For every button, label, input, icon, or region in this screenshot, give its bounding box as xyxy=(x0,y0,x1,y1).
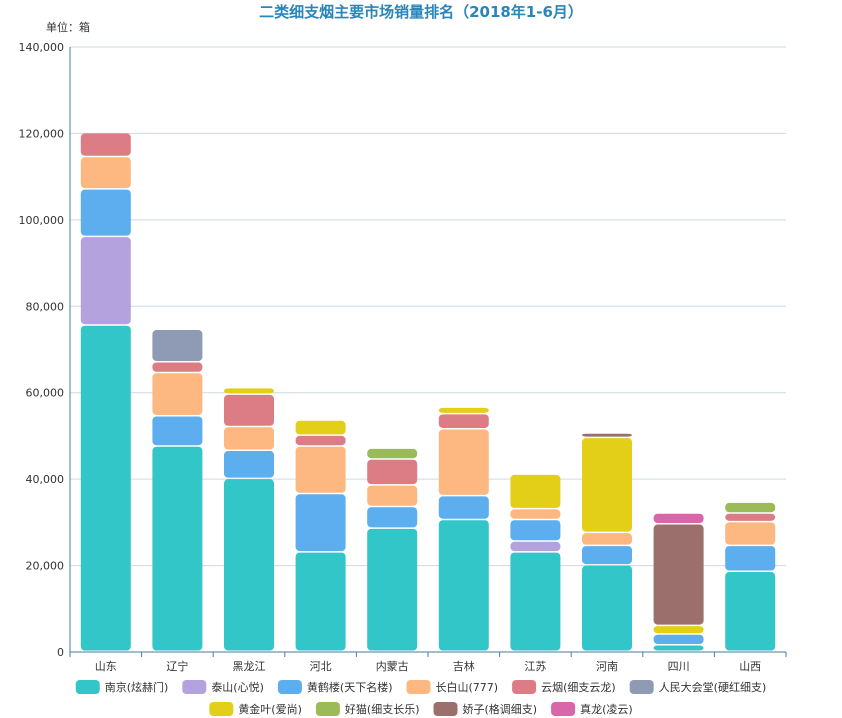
bar-segment xyxy=(438,407,489,413)
bar-segment xyxy=(224,394,274,426)
legend-swatch[interactable] xyxy=(75,680,100,694)
bars xyxy=(80,133,776,651)
bar-segment xyxy=(80,325,131,651)
bar-segment xyxy=(367,459,418,485)
x-tick-label: 河南 xyxy=(596,660,618,673)
bar-segment xyxy=(438,429,489,495)
bar-segment xyxy=(653,524,704,625)
bar-segment xyxy=(295,494,346,552)
legend-label[interactable]: 泰山(心悦) xyxy=(211,680,264,694)
bar-segment xyxy=(582,533,632,545)
unit-label: 单位：箱 xyxy=(46,20,90,34)
y-tick-label: 140,000 xyxy=(19,41,65,54)
y-tick-label: 80,000 xyxy=(26,300,65,313)
legend-label[interactable]: 真龙(凌云) xyxy=(580,702,633,716)
bar-segment xyxy=(224,388,274,394)
legend-label[interactable]: 人民大会堂(硬红细支) xyxy=(659,680,767,694)
bar-segment xyxy=(653,645,704,651)
legend-label[interactable]: 长白山(777) xyxy=(436,680,499,694)
legend-swatch[interactable] xyxy=(629,680,654,694)
legend-label[interactable]: 娇子(格调细支) xyxy=(463,702,538,716)
bar-segment xyxy=(510,520,561,541)
bar-segment xyxy=(152,373,203,415)
x-tick-label: 江苏 xyxy=(524,660,546,673)
bar-segment xyxy=(725,546,776,571)
y-tick-label: 100,000 xyxy=(19,214,65,227)
y-tick-label: 20,000 xyxy=(26,560,65,573)
bar-segment xyxy=(510,541,561,552)
bar-segment xyxy=(653,513,704,524)
bar-segment xyxy=(295,446,346,493)
axes xyxy=(69,47,787,657)
bar-segment xyxy=(725,502,776,513)
bar-segment xyxy=(295,420,346,435)
bar-segment xyxy=(438,496,489,519)
x-tick-label: 辽宁 xyxy=(166,659,188,673)
y-tick-label: 40,000 xyxy=(26,473,65,486)
bar-segment xyxy=(367,507,418,528)
x-tick-label: 黑龙江 xyxy=(233,660,266,673)
bar-segment xyxy=(295,552,346,651)
bar-segment xyxy=(582,546,632,565)
chart-title: 二类细支烟主要市场销量排名（2018年1-6月） xyxy=(259,3,583,21)
bar-segment xyxy=(510,474,561,508)
bar-segment xyxy=(367,485,418,506)
x-tick-label: 山西 xyxy=(739,660,761,673)
x-tick-label: 吉林 xyxy=(453,659,475,673)
legend-swatch[interactable] xyxy=(182,680,207,694)
bar-segment xyxy=(152,416,203,446)
legend-label[interactable]: 南京(炫赫门) xyxy=(105,680,169,694)
bar-segment xyxy=(653,626,704,634)
bar-segment xyxy=(295,435,346,446)
bar-segment xyxy=(152,446,203,651)
x-tick-label: 河北 xyxy=(310,660,332,673)
bar-segment xyxy=(582,565,632,651)
legend: 南京(炫赫门) 泰山(心悦) 黄鹤楼(天下名楼) 长白山(777) 云烟(细支云龙) 人民… xyxy=(75,680,767,716)
legend-swatch[interactable] xyxy=(277,680,302,694)
bar-segment xyxy=(438,414,489,428)
bar-segment xyxy=(367,448,418,459)
x-tick-label: 四川 xyxy=(668,660,690,673)
bar-segment xyxy=(224,427,274,450)
legend-swatch[interactable] xyxy=(315,702,340,716)
bar-segment xyxy=(80,157,131,189)
bar-segment xyxy=(152,362,203,372)
bar-segment xyxy=(725,522,776,545)
legend-label[interactable]: 黄金叶(爱尚) xyxy=(238,702,302,716)
x-axis-ticks: 山东 辽宁 黑龙江 河北 内蒙古 吉林 江苏 河南 四川 山西 xyxy=(95,659,761,673)
bar-segment xyxy=(224,479,274,651)
legend-swatch[interactable] xyxy=(433,702,458,716)
legend-swatch[interactable] xyxy=(551,702,576,716)
bar-segment xyxy=(653,634,704,645)
y-tick-label: 60,000 xyxy=(26,387,65,400)
legend-swatch[interactable] xyxy=(406,680,431,694)
legend-swatch[interactable] xyxy=(512,680,537,694)
bar-segment xyxy=(438,520,489,651)
bar-segment xyxy=(80,237,131,325)
bar-segment xyxy=(510,509,561,519)
y-tick-label: 0 xyxy=(57,646,64,659)
bar-segment xyxy=(152,330,203,361)
bar-segment xyxy=(510,552,561,651)
bar-segment xyxy=(367,528,418,651)
bar-segment xyxy=(582,438,632,532)
legend-label[interactable]: 好猫(细支长乐) xyxy=(345,702,420,716)
bar-segment xyxy=(80,189,131,236)
bar-segment xyxy=(725,513,776,521)
legend-label[interactable]: 黄鹤楼(天下名楼) xyxy=(307,680,393,694)
bar-segment xyxy=(725,572,776,651)
y-axis-ticks: 0 20,000 40,000 60,000 80,000 100,000 120,000 1… xyxy=(19,41,65,659)
y-tick-label: 120,000 xyxy=(19,127,65,140)
bar-segment xyxy=(224,451,274,478)
bar-segment xyxy=(80,133,131,156)
x-tick-label: 内蒙古 xyxy=(376,659,409,673)
legend-swatch[interactable] xyxy=(209,702,234,716)
bar-segment xyxy=(582,433,632,437)
legend-label[interactable]: 云烟(细支云龙) xyxy=(541,680,616,694)
x-tick-label: 山东 xyxy=(95,660,117,673)
